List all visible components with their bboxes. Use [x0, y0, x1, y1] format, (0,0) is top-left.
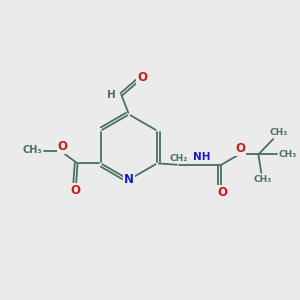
Text: CH₃: CH₃ — [23, 145, 43, 155]
Text: CH₃: CH₃ — [279, 150, 297, 159]
Text: O: O — [70, 184, 80, 197]
Text: NH: NH — [193, 152, 210, 162]
Text: CH₃: CH₃ — [254, 175, 272, 184]
Text: O: O — [58, 140, 68, 153]
Text: CH₃: CH₃ — [269, 128, 288, 137]
Text: O: O — [235, 142, 245, 155]
Text: O: O — [137, 71, 147, 84]
Text: CH₂: CH₂ — [169, 154, 188, 163]
Text: H: H — [107, 90, 116, 100]
Text: O: O — [217, 186, 227, 199]
Text: N: N — [124, 173, 134, 186]
